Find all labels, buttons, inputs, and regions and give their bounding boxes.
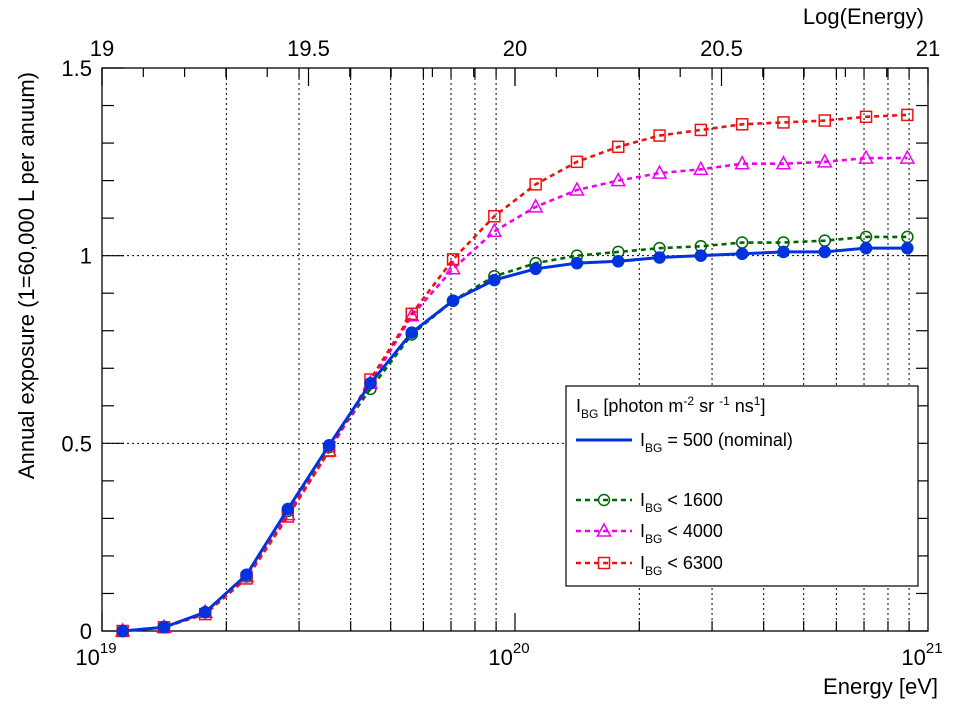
data-point bbox=[612, 140, 625, 154]
data-point bbox=[405, 326, 418, 339]
x-tick-label: 1020 bbox=[488, 640, 529, 670]
data-point bbox=[240, 568, 253, 581]
data-point bbox=[281, 502, 295, 516]
top-axis-label: Log(Energy) bbox=[803, 4, 924, 29]
data-point bbox=[693, 160, 709, 176]
data-point bbox=[446, 253, 460, 266]
top-tick-label: 20.5 bbox=[700, 36, 743, 61]
data-point bbox=[818, 114, 831, 127]
data-point bbox=[488, 273, 501, 287]
series-nominal bbox=[116, 241, 914, 638]
x-axis-label: Energy [eV] bbox=[823, 674, 938, 699]
series-line bbox=[122, 246, 908, 633]
axis-ticks bbox=[101, 67, 929, 632]
legend-box bbox=[565, 385, 919, 587]
data-point bbox=[818, 245, 831, 259]
legend: IBG [photon m-2 sr -1 ns1] IBG = 500 (nom… bbox=[565, 385, 919, 587]
data-point bbox=[597, 493, 611, 507]
data-point bbox=[199, 605, 212, 619]
legend-label: IBG < 6300 bbox=[640, 553, 723, 578]
data-point bbox=[859, 110, 873, 124]
top-tick-label: 19 bbox=[90, 36, 114, 61]
data-point bbox=[569, 181, 585, 196]
data-point bbox=[446, 294, 460, 307]
data-point bbox=[651, 164, 668, 179]
data-point bbox=[405, 307, 418, 321]
data-point bbox=[901, 241, 914, 255]
data-point bbox=[445, 260, 461, 275]
data-point bbox=[777, 245, 790, 259]
legend-entry-bg1600: IBG < 1600 bbox=[576, 490, 723, 515]
series-line bbox=[122, 235, 908, 633]
data-point bbox=[486, 222, 503, 238]
data-point bbox=[735, 118, 749, 131]
legend-label: IBG = 500 (nominal) bbox=[640, 430, 793, 455]
data-point bbox=[653, 129, 666, 142]
data-point bbox=[816, 153, 833, 168]
top-tick-label: 20 bbox=[503, 36, 527, 61]
legend-entry-nominal: IBG = 500 (nominal) bbox=[576, 430, 793, 455]
y-tick-label: 1.5 bbox=[61, 56, 92, 81]
data-point bbox=[529, 262, 542, 276]
x-tick-label: 1021 bbox=[901, 640, 942, 670]
data-point bbox=[570, 155, 584, 169]
data-point bbox=[694, 123, 708, 137]
data-point bbox=[529, 178, 542, 191]
x-tick-label: 1019 bbox=[75, 640, 116, 670]
data-point bbox=[735, 247, 749, 261]
legend-entry-bg4000: IBG < 4000 bbox=[576, 521, 723, 546]
y-tick-label: 1 bbox=[80, 244, 92, 269]
data-point bbox=[157, 620, 171, 634]
data-point bbox=[734, 155, 750, 170]
data-point bbox=[597, 556, 611, 570]
top-tick-label: 19.5 bbox=[287, 36, 330, 61]
legend-label: IBG < 4000 bbox=[640, 521, 723, 546]
data-point bbox=[901, 108, 914, 122]
data-point bbox=[777, 116, 790, 129]
legend-header: IBG [photon m-2 sr -1 ns1] bbox=[576, 394, 765, 421]
data-point bbox=[322, 438, 336, 452]
data-point bbox=[859, 241, 873, 255]
legend-entry-bg6300: IBG < 6300 bbox=[576, 553, 723, 578]
data-point bbox=[694, 249, 708, 262]
series bbox=[114, 108, 916, 638]
data-point bbox=[612, 255, 625, 268]
data-point bbox=[527, 198, 544, 213]
data-point bbox=[899, 149, 916, 164]
data-point bbox=[488, 210, 501, 223]
top-tick-label: 21 bbox=[916, 36, 940, 61]
series-line bbox=[122, 113, 908, 633]
tick-labels: 0 0.5 1 1.5 1019 1020 1021 19 19.5 20 20.5 21 bbox=[61, 36, 942, 670]
data-point bbox=[653, 251, 666, 264]
data-point bbox=[403, 307, 420, 322]
data-point bbox=[364, 377, 377, 390]
y-tick-label: 0.5 bbox=[61, 431, 92, 456]
data-point bbox=[775, 155, 792, 170]
data-point bbox=[858, 149, 874, 164]
y-axis-label: Annual exposure (1=60,000 L per anuum) bbox=[14, 72, 39, 479]
data-point bbox=[570, 256, 584, 270]
data-point bbox=[116, 624, 129, 638]
y-tick-label: 0 bbox=[80, 619, 92, 644]
data-point bbox=[596, 522, 612, 537]
legend-label: IBG < 1600 bbox=[640, 490, 723, 515]
data-point bbox=[610, 172, 627, 187]
